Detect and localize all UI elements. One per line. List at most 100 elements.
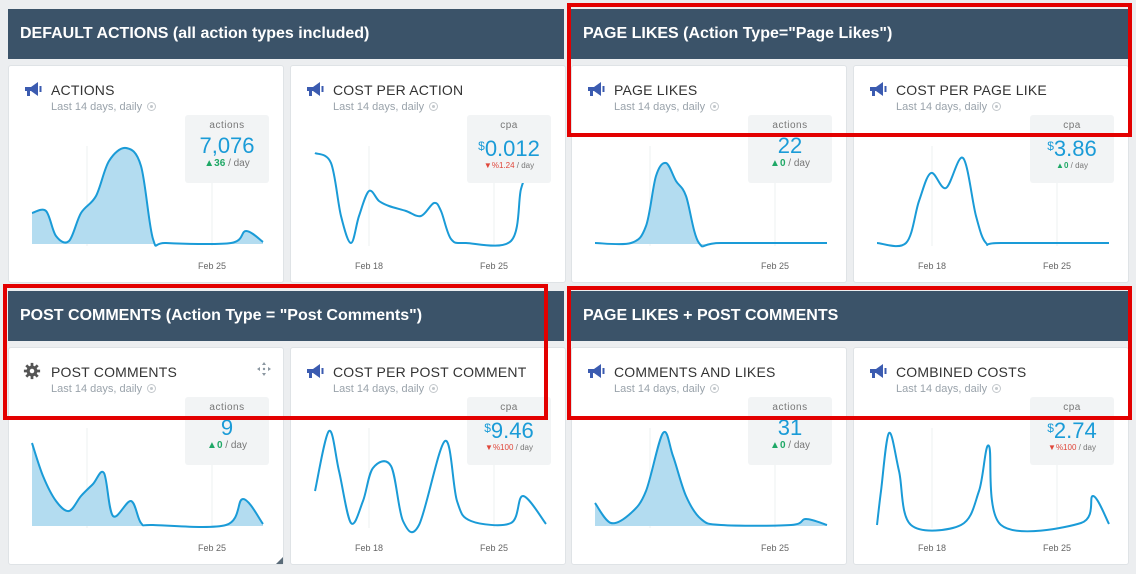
metric-value: $3.86: [1030, 135, 1114, 160]
down-arrow-icon: ▼: [485, 443, 493, 452]
widget-subtitle: Last 14 days, daily: [896, 383, 1002, 395]
megaphone-icon: [305, 80, 325, 98]
widget-card[interactable]: Feb 25 POST COMMENTS Last 14 days, daily…: [8, 347, 284, 565]
info-icon[interactable]: [710, 102, 720, 111]
metric-value: 22: [748, 135, 832, 157]
widget-card[interactable]: Feb 18 Feb 25 COST PER PAGE LIKE Last 14 …: [853, 65, 1129, 283]
metric-delta: ▲0 / day: [1030, 161, 1114, 170]
date-range-label: Last 14 days, daily: [896, 383, 988, 395]
x-tick-label: Feb 18: [355, 261, 383, 271]
section-header-page-likes: PAGE LIKES (Action Type="Page Likes"): [571, 9, 1128, 59]
delta-value: %100: [492, 443, 514, 452]
metric-value: 31: [748, 417, 832, 439]
metric-label: actions: [209, 402, 245, 413]
up-arrow-icon: ▲: [770, 158, 780, 169]
currency-symbol: $: [1047, 421, 1054, 435]
info-icon[interactable]: [147, 384, 157, 393]
metric-delta: ▲0 / day: [748, 440, 832, 451]
highlight-box-page-likes: [567, 3, 1132, 137]
metric-box: cpa $2.74 ▼%100 / day: [1030, 397, 1114, 465]
up-arrow-icon: ▲: [204, 158, 215, 169]
date-range-label: Last 14 days, daily: [333, 101, 425, 113]
widget-subtitle: Last 14 days, daily: [333, 383, 439, 395]
x-tick-label: Feb 25: [1043, 261, 1071, 271]
metric-value-number: 3.86: [1053, 136, 1097, 161]
metric-box: cpa $0.012 ▼%1.24 / day: [467, 115, 551, 183]
metric-label: actions: [209, 120, 245, 131]
down-arrow-icon: ▼: [483, 161, 492, 170]
x-tick-label: Feb 25: [761, 543, 789, 553]
per-day-label: / day: [225, 440, 247, 451]
x-tick-label: Feb 25: [198, 543, 226, 553]
widget-title: POST COMMENTS: [51, 364, 178, 380]
megaphone-icon: [586, 362, 606, 380]
per-day-label: / day: [1078, 443, 1096, 452]
move-icon[interactable]: [257, 362, 271, 376]
metric-delta: ▼%100 / day: [467, 443, 551, 452]
megaphone-icon: [868, 80, 888, 98]
widget-card[interactable]: Feb 18 Feb 25 COMBINED COSTS Last 14 days…: [853, 347, 1129, 565]
delta-value: 0: [1063, 161, 1069, 170]
metric-value: 9: [185, 417, 269, 439]
x-tick-label: Feb 18: [355, 543, 383, 553]
widget-card[interactable]: Feb 25 PAGE LIKES Last 14 days, daily ac…: [571, 65, 847, 283]
widget-title: COST PER PAGE LIKE: [896, 82, 1047, 98]
widget-title: ACTIONS: [51, 82, 115, 98]
info-icon[interactable]: [429, 384, 439, 393]
metric-box: actions 7,076 ▲36 / day: [185, 115, 269, 183]
per-day-label: / day: [1070, 161, 1088, 170]
x-tick-label: Feb 25: [480, 261, 508, 271]
x-tick-label: Feb 18: [918, 261, 946, 271]
metric-delta: ▼%100 / day: [1030, 443, 1114, 452]
info-icon[interactable]: [992, 102, 1002, 111]
widget-subtitle: Last 14 days, daily: [614, 101, 720, 113]
per-day-label: / day: [788, 440, 810, 451]
date-range-label: Last 14 days, daily: [51, 383, 143, 395]
info-icon[interactable]: [710, 384, 720, 393]
per-day-label: / day: [515, 443, 533, 452]
metric-delta: ▼%1.24 / day: [467, 161, 551, 170]
section-header-post-comments: POST COMMENTS (Action Type = "Post Comme…: [8, 291, 564, 341]
widget-card[interactable]: Feb 25 COMMENTS AND LIKES Last 14 days, …: [571, 347, 847, 565]
date-range-label: Last 14 days, daily: [51, 101, 143, 113]
info-icon[interactable]: [147, 102, 157, 111]
metric-value: $2.74: [1030, 417, 1114, 442]
currency-symbol: $: [478, 139, 485, 153]
up-arrow-icon: ▲: [207, 440, 217, 451]
widget-card[interactable]: Feb 18 Feb 25 COST PER ACTION Last 14 day…: [290, 65, 566, 283]
currency-symbol: $: [1047, 139, 1054, 153]
info-icon[interactable]: [992, 384, 1002, 393]
down-arrow-icon: ▼: [1048, 443, 1056, 452]
metric-label: cpa: [1063, 120, 1081, 131]
per-day-label: / day: [516, 161, 535, 170]
date-range-label: Last 14 days, daily: [896, 101, 988, 113]
x-tick-label: Feb 25: [1043, 543, 1071, 553]
megaphone-icon: [586, 80, 606, 98]
metric-value-number: 7,076: [199, 133, 255, 158]
metric-value-number: 2.74: [1053, 418, 1097, 443]
delta-value: 0: [216, 440, 223, 451]
delta-value: 0: [779, 158, 786, 169]
widget-card[interactable]: Feb 25 ACTIONS Last 14 days, daily actio…: [8, 65, 284, 283]
metric-label: actions: [772, 120, 808, 131]
x-tick-label: Feb 25: [480, 543, 508, 553]
megaphone-icon: [23, 80, 43, 98]
resize-handle[interactable]: [276, 557, 283, 564]
x-tick-label: Feb 25: [761, 261, 789, 271]
metric-value-number: 31: [777, 415, 803, 440]
widget-subtitle: Last 14 days, daily: [614, 383, 720, 395]
currency-symbol: $: [484, 421, 491, 435]
widget-title: COMMENTS AND LIKES: [614, 364, 776, 380]
metric-value-number: 9.46: [490, 418, 534, 443]
delta-value: 0: [779, 440, 786, 451]
metric-value-number: 0.012: [484, 136, 540, 161]
megaphone-icon: [868, 362, 888, 380]
metric-box: cpa $9.46 ▼%100 / day: [467, 397, 551, 465]
metric-value-number: 9: [220, 415, 234, 440]
metric-value-number: 22: [777, 133, 803, 158]
info-icon[interactable]: [429, 102, 439, 111]
metric-delta: ▲0 / day: [185, 440, 269, 451]
widget-title: COMBINED COSTS: [896, 364, 1027, 380]
metric-label: cpa: [500, 120, 518, 131]
section-header-default-actions: DEFAULT ACTIONS (all action types includ…: [8, 9, 564, 59]
